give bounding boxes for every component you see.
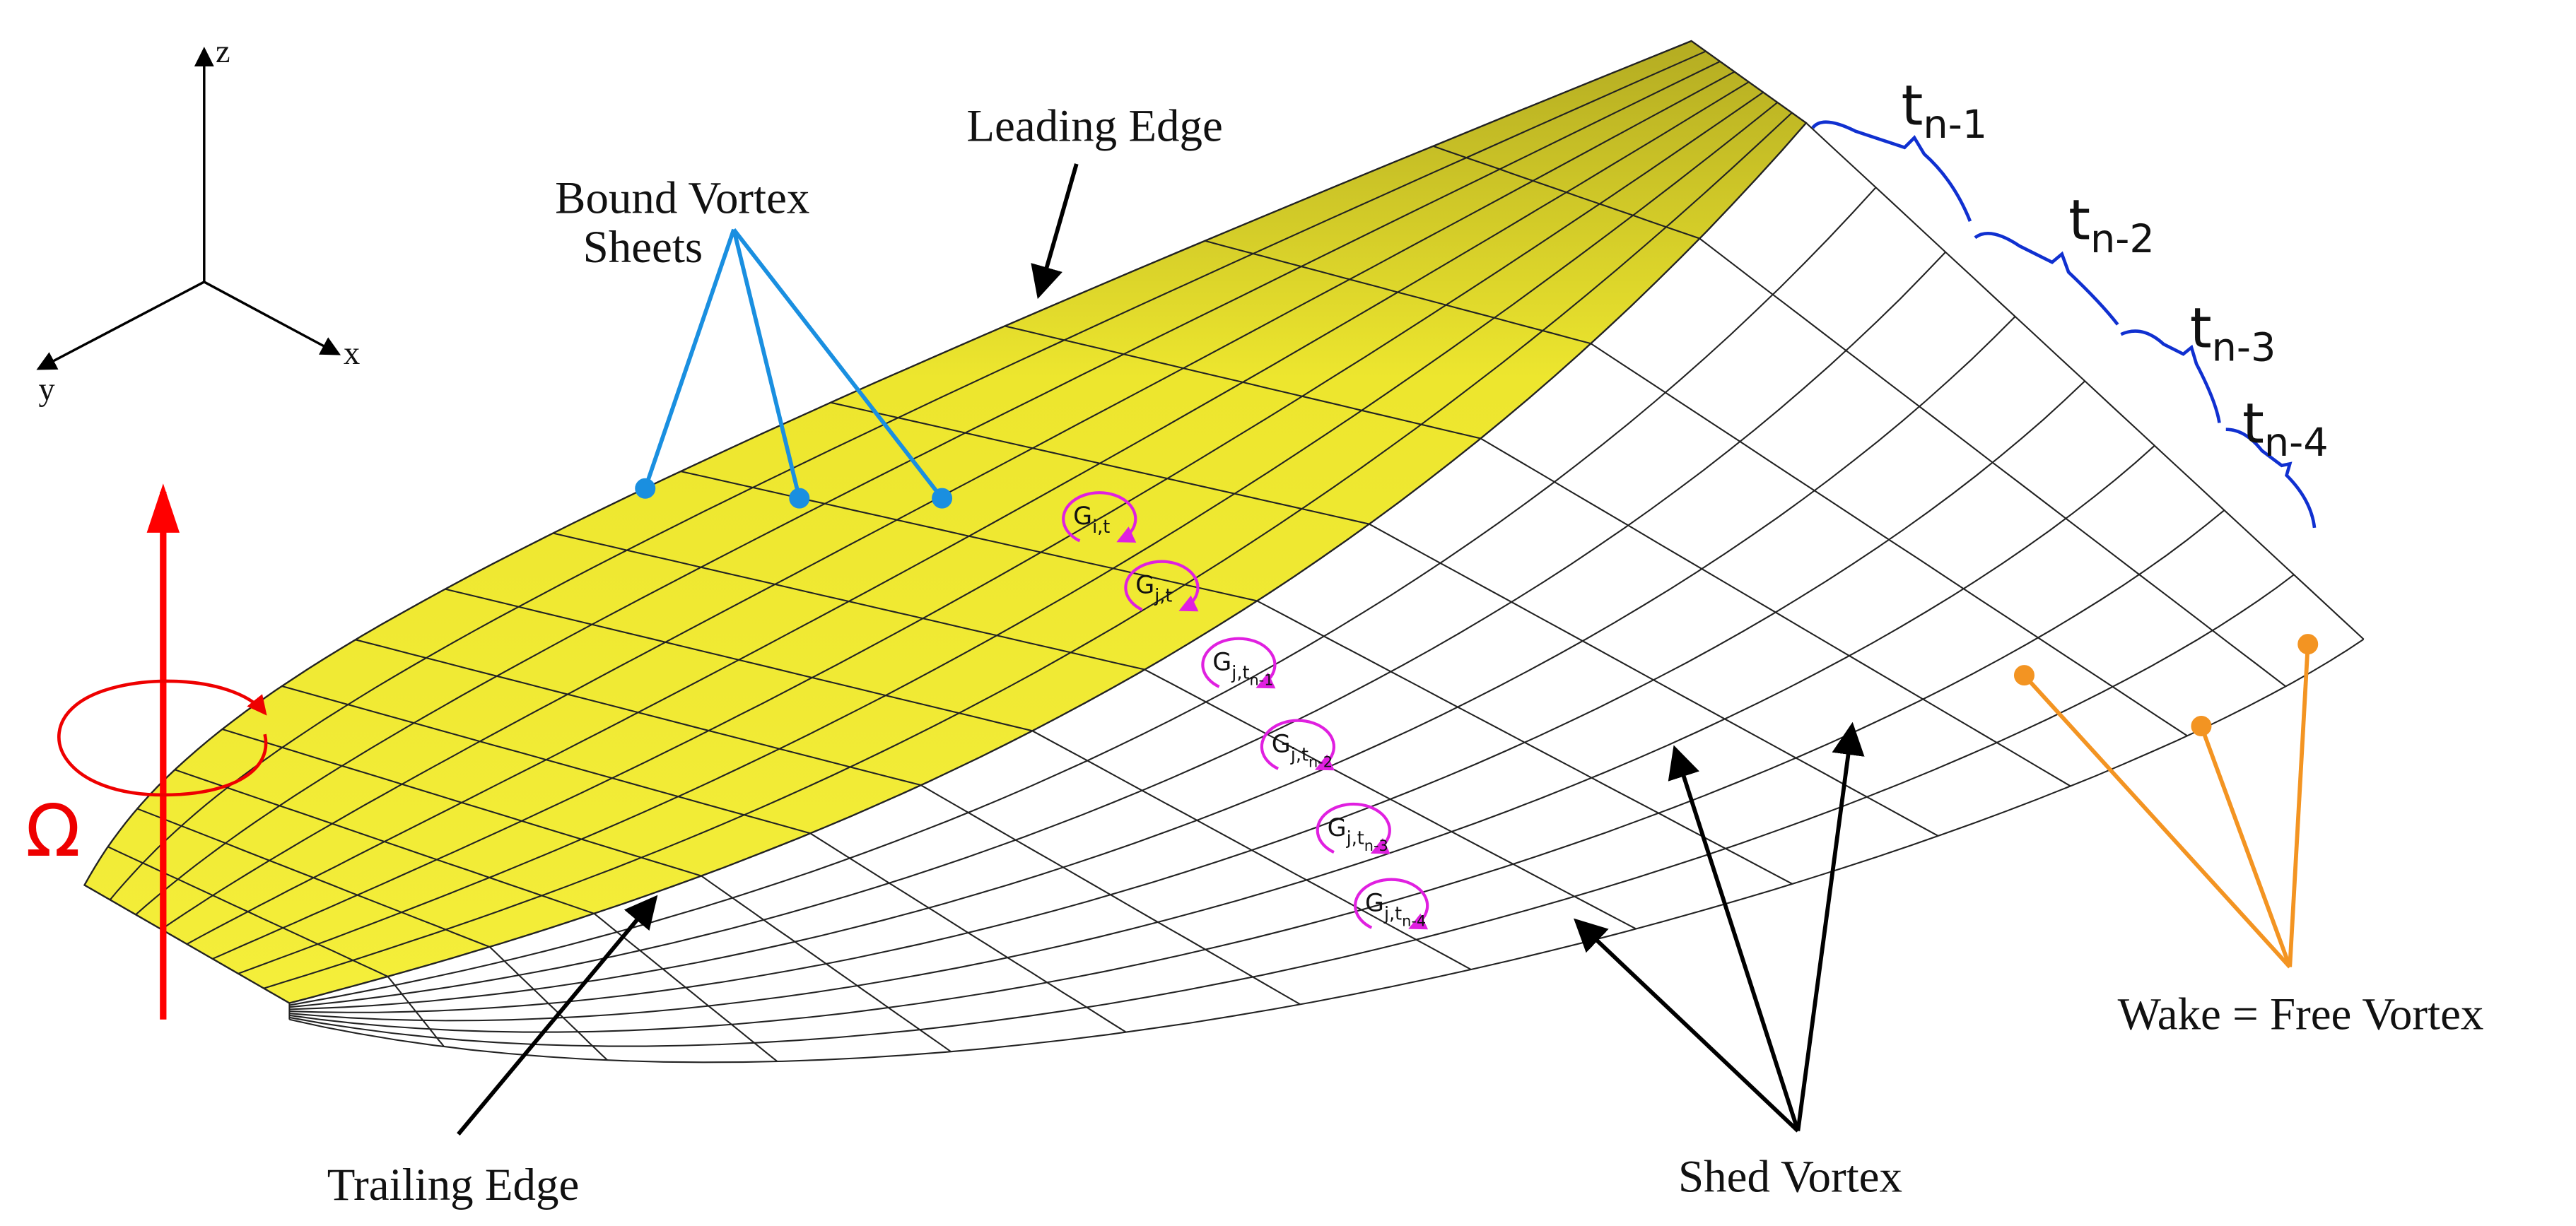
mesh-line	[1432, 145, 2287, 688]
mesh-line	[355, 639, 1301, 1006]
circulation-subscript: i,t	[1092, 517, 1110, 538]
circulation-symbol: G	[1328, 814, 1347, 842]
mesh-line	[107, 846, 445, 1047]
axis-x: x	[344, 336, 360, 372]
time-subscript: n-3	[2212, 324, 2276, 370]
annotation-arrows	[457, 163, 1865, 1136]
time-subscript: n-2	[2090, 216, 2155, 262]
time-symbol: t	[1902, 73, 1924, 138]
axis-z: z	[216, 34, 230, 70]
mesh-line	[830, 401, 1939, 837]
time-symbol: t	[2068, 188, 2090, 253]
axes	[36, 47, 341, 370]
mesh-line	[83, 884, 291, 1020]
circulation-symbol: G	[1365, 890, 1384, 918]
circulation-label: Gj,t	[1135, 572, 1172, 607]
mesh-line	[174, 769, 778, 1062]
time-braces	[1811, 120, 2317, 529]
bound-vortex-label: Bound Vortex	[555, 173, 809, 224]
circulation-subsubscript: n-3	[1364, 837, 1388, 854]
mesh-line	[1205, 240, 2188, 737]
time-labels: tn-1tn-2tn-3tn-4	[1902, 73, 2329, 466]
time-label: tn-4	[2242, 391, 2329, 466]
time-label: tn-2	[2068, 188, 2155, 263]
shed-vortex-label: Shed Vortex	[1678, 1151, 1902, 1202]
bound-vortex-label: Sheets	[583, 222, 703, 273]
circulation-arc	[1124, 560, 1200, 612]
circulation-symbol: G	[1212, 649, 1231, 677]
circulation-label: Gj,tn-1	[1212, 649, 1273, 689]
circulation-arc	[1201, 637, 1277, 689]
mesh-line	[222, 728, 952, 1053]
circulation-labels: Gi,tGj,tGj,tn-1Gj,tn-2Gj,tn-3Gj,tn-4	[1062, 491, 1429, 930]
circulation-symbol: G	[1272, 731, 1291, 759]
circulation-arc	[1354, 878, 1429, 930]
circulation-subscript: j,t	[1346, 828, 1364, 849]
time-symbol: t	[2242, 391, 2264, 456]
leading-edge-label: Leading Edge	[966, 100, 1222, 151]
circulation-subscript: j,t	[1383, 903, 1402, 924]
wake-pointers	[2013, 634, 2319, 969]
mesh-line	[1004, 325, 2071, 787]
omega: Ω	[25, 789, 81, 873]
bound-vortex-pointers	[635, 228, 953, 509]
circulation-symbol: G	[1073, 502, 1092, 531]
mesh	[83, 40, 2365, 1063]
circulation-arc	[1260, 719, 1335, 771]
mesh-line	[680, 471, 1793, 885]
time-label: tn-3	[2190, 296, 2276, 371]
circulation-label: Gj,tn-3	[1328, 814, 1388, 854]
circulation-subscript: j,t	[1154, 585, 1172, 606]
circulation-arc	[1062, 491, 1137, 543]
circulation-subsubscript: n-1	[1249, 672, 1273, 689]
circulation-label: Gj,tn-2	[1272, 731, 1333, 771]
wake-label: Wake = Free Vortex	[2118, 989, 2484, 1040]
time-label: tn-1	[1902, 73, 1988, 148]
circulation-label: Gi,t	[1073, 502, 1110, 538]
time-symbol: t	[2190, 296, 2212, 361]
rotation-symbol	[57, 483, 268, 1020]
circulation-label: Gj,tn-4	[1365, 890, 1426, 930]
time-subscript: n-4	[2264, 420, 2329, 466]
time-subscript: n-1	[1923, 102, 1987, 148]
circulation-subscript: j,t	[1231, 662, 1249, 683]
mesh-line	[1690, 40, 2365, 640]
circulation-symbol: G	[1135, 572, 1154, 600]
mesh-line	[136, 808, 608, 1061]
circulation-subscript: j,t	[1290, 744, 1309, 765]
mesh-line	[281, 685, 1127, 1033]
circulation-subsubscript: n-2	[1309, 754, 1333, 771]
circulation-subsubscript: n-4	[1402, 913, 1426, 930]
mesh-line	[445, 588, 1472, 970]
circulation-arc	[1316, 802, 1391, 854]
mesh-line	[552, 532, 1637, 930]
axis-y: y	[39, 372, 55, 408]
trailing-edge-label: Trailing Edge	[327, 1160, 580, 1210]
